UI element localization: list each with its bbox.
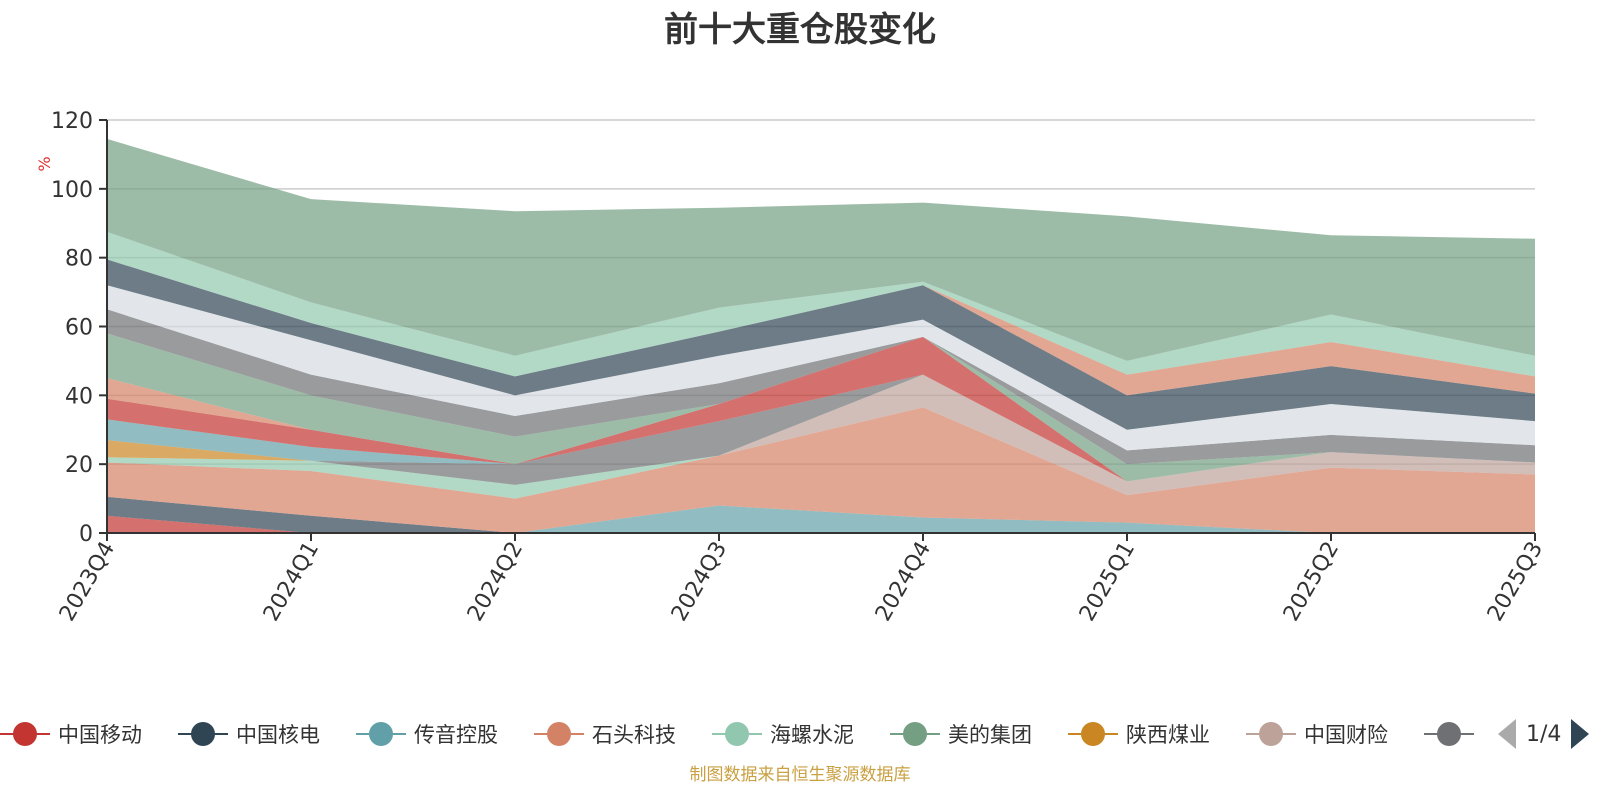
legend-item-8[interactable] bbox=[1424, 712, 1480, 756]
x-tick-label-0: 2023Q4 bbox=[55, 538, 120, 626]
legend-item-1[interactable]: 中国核电 bbox=[178, 712, 320, 756]
x-tick-label-4: 2024Q4 bbox=[871, 538, 936, 626]
x-tick-label-7: 2025Q3 bbox=[1483, 538, 1548, 626]
x-tick-label-5: 2025Q1 bbox=[1075, 538, 1140, 626]
y-tick-label-2: 40 bbox=[65, 384, 93, 409]
y-tick-label-6: 120 bbox=[51, 109, 93, 134]
legend-marker-icon bbox=[890, 712, 940, 756]
legend-item-7[interactable]: 中国财险 bbox=[1246, 712, 1388, 756]
y-tick-label-4: 80 bbox=[65, 247, 93, 272]
area-series-3 bbox=[107, 407, 1535, 533]
legend-marker-icon bbox=[0, 712, 50, 756]
legend-page-indicator: 1/4 bbox=[1526, 721, 1562, 747]
stacked-area-chart: 0 20 40 60 80 100 120% 2023Q4 2024Q1 2024Q2 2024Q3… bbox=[35, 109, 1548, 626]
legend-item-4[interactable]: 海螺水泥 bbox=[712, 712, 854, 756]
legend-marker-icon bbox=[178, 712, 228, 756]
area-series-15 bbox=[107, 259, 1535, 430]
legend-label: 中国财险 bbox=[1304, 723, 1388, 747]
legend-marker-icon bbox=[1424, 712, 1474, 756]
area-series-12 bbox=[107, 333, 1535, 482]
legend-item-2[interactable]: 传音控股 bbox=[356, 712, 498, 756]
x-tick-label-6: 2025Q2 bbox=[1279, 538, 1344, 626]
y-tick-label-0: 0 bbox=[79, 522, 93, 547]
legend: 中国移动 中国核电 传音控股 石头科技 海螺水泥 美的集团 陕西煤业 中国财险 bbox=[0, 712, 1480, 756]
legend-item-0[interactable]: 中国移动 bbox=[0, 712, 142, 756]
legend-item-3[interactable]: 石头科技 bbox=[534, 712, 676, 756]
y-tick-label-1: 20 bbox=[65, 453, 93, 478]
area-series-0 bbox=[107, 505, 1535, 533]
area-series-18 bbox=[107, 138, 1535, 361]
legend-marker-icon bbox=[712, 712, 762, 756]
area-series-17 bbox=[107, 231, 1535, 377]
x-tick-label-1: 2024Q1 bbox=[259, 538, 324, 626]
legend-item-5[interactable]: 美的集团 bbox=[890, 712, 1032, 756]
legend-marker-icon bbox=[1246, 712, 1296, 756]
area-series-13 bbox=[107, 309, 1535, 465]
legend-label: 陕西煤业 bbox=[1126, 723, 1210, 747]
area-series-14 bbox=[107, 285, 1535, 451]
source-note: 制图数据来自恒生聚源数据库 bbox=[689, 765, 911, 785]
legend-label: 石头科技 bbox=[592, 723, 676, 747]
y-tick-label-5: 100 bbox=[51, 178, 93, 203]
legend-marker-icon bbox=[1068, 712, 1118, 756]
y-axis-label: % bbox=[35, 156, 54, 171]
legend-label: 传音控股 bbox=[414, 723, 498, 747]
legend-label: 中国移动 bbox=[58, 723, 142, 747]
legend-item-6[interactable]: 陕西煤业 bbox=[1068, 712, 1210, 756]
y-tick-label-3: 60 bbox=[65, 316, 93, 341]
x-tick-label-3: 2024Q3 bbox=[667, 538, 732, 626]
area-series-group bbox=[107, 138, 1535, 533]
legend-label: 海螺水泥 bbox=[770, 723, 854, 747]
legend-label: 中国核电 bbox=[236, 723, 320, 747]
legend-pager: 1/4 bbox=[1498, 716, 1590, 752]
x-tick-label-2: 2024Q2 bbox=[463, 538, 528, 626]
area-series-1 bbox=[107, 505, 1535, 533]
legend-label: 美的集团 bbox=[948, 723, 1032, 747]
chart-title: 前十大重仓股变化 bbox=[664, 10, 936, 50]
legend-marker-icon bbox=[356, 712, 406, 756]
legend-marker-icon bbox=[534, 712, 584, 756]
legend-next-page-icon[interactable] bbox=[1571, 719, 1590, 749]
legend-prev-page-icon[interactable] bbox=[1498, 719, 1516, 749]
